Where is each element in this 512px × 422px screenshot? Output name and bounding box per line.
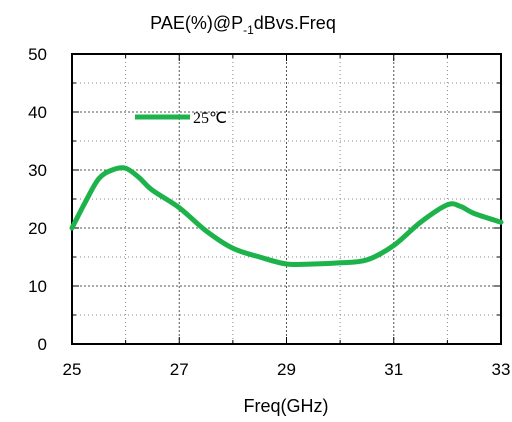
y-tick-label: 10 <box>28 277 47 296</box>
series-point <box>419 220 423 224</box>
series-point <box>231 246 235 250</box>
series-point <box>177 206 181 210</box>
y-tick-label: 50 <box>28 45 47 64</box>
chart-title: PAE(%)@P-1dBvs.Freq <box>150 13 336 37</box>
series-point <box>70 226 74 230</box>
legend-label-25c: 25℃ <box>193 110 227 127</box>
series-point <box>124 166 128 170</box>
series-point <box>392 243 396 247</box>
axis-ticks <box>71 53 502 345</box>
series-point <box>110 168 114 172</box>
series-point <box>459 205 463 209</box>
series-layer <box>69 165 504 268</box>
series-point <box>137 176 141 180</box>
series-point <box>97 177 101 181</box>
series-point <box>445 203 449 207</box>
series-point <box>472 212 476 215</box>
x-tick-label: 25 <box>63 360 82 379</box>
series-point <box>338 261 342 265</box>
legend: 25℃ <box>135 110 227 127</box>
x-tick-label: 33 <box>492 360 511 379</box>
y-tick-label: 20 <box>28 219 47 238</box>
y-tick-label: 0 <box>38 335 47 354</box>
x-tick-label: 31 <box>384 360 403 379</box>
tick-labels: 25 27 29 31 33 0 10 20 30 40 50 <box>28 45 510 379</box>
x-tick-label: 29 <box>277 360 296 379</box>
series-point <box>83 200 87 204</box>
series-point <box>204 229 208 233</box>
y-tick-label: 40 <box>28 103 47 122</box>
chart-title-suffix: dBvs.Freq <box>254 13 336 33</box>
series-point <box>258 255 262 259</box>
chart-title-subscript: -1 <box>243 23 254 37</box>
y-tick-label: 30 <box>28 161 47 180</box>
series-point <box>365 258 369 262</box>
x-tick-label: 27 <box>170 360 189 379</box>
x-axis-label: Freq(GHz) <box>244 396 329 416</box>
series-point <box>285 262 288 266</box>
chart-title-prefix: PAE(%)@P <box>150 13 243 33</box>
series-point <box>499 220 503 224</box>
plot-grid <box>72 54 501 344</box>
series-point <box>311 262 315 266</box>
series-point <box>150 188 154 192</box>
